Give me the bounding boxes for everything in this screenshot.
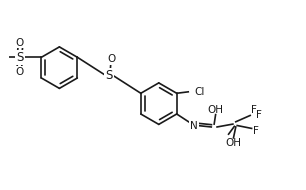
Text: OH: OH: [207, 105, 224, 115]
Text: S: S: [105, 69, 113, 82]
Text: Cl: Cl: [194, 87, 204, 97]
Text: O: O: [16, 67, 24, 77]
Text: O: O: [107, 54, 115, 64]
Text: N: N: [190, 120, 198, 131]
Text: O: O: [16, 38, 24, 48]
Text: S: S: [16, 51, 24, 64]
Text: F: F: [256, 110, 262, 120]
Text: F: F: [253, 126, 259, 136]
Text: OH: OH: [225, 138, 241, 148]
Text: F: F: [251, 105, 257, 115]
